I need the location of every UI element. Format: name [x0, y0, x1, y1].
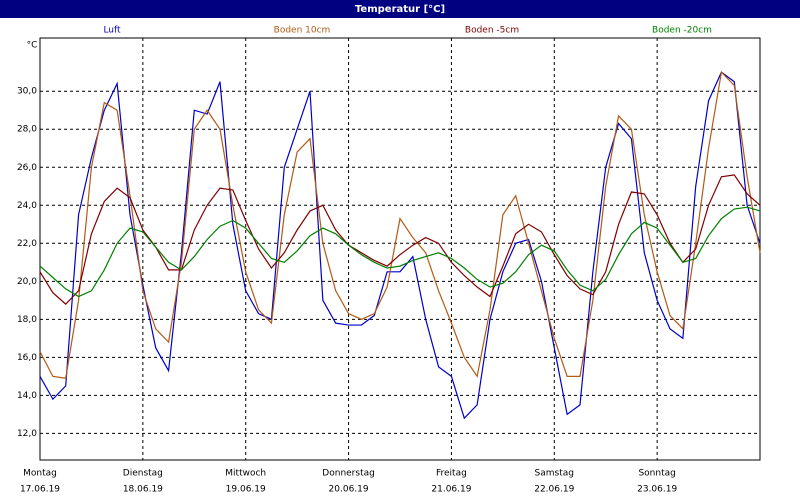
title-bar — [0, 0, 800, 18]
series-line — [39, 174, 761, 305]
legend-label: Boden -5cm — [465, 26, 519, 36]
x-tick-date: 19.06.19 — [226, 485, 266, 495]
y-tick-label: 18,0 — [17, 315, 37, 325]
y-tick-label: 22,0 — [17, 239, 37, 249]
x-tick-label: Dienstag — [123, 469, 163, 479]
y-tick-label: 24,0 — [17, 201, 37, 211]
x-tick-date: 20.06.19 — [329, 485, 369, 495]
legend-label: Luft — [103, 26, 121, 36]
y-tick-label: 16,0 — [17, 353, 37, 363]
x-tick-label: Montag — [23, 469, 57, 479]
x-tick-date: 17.06.19 — [20, 485, 60, 495]
x-tick-label: Sonntag — [638, 469, 675, 479]
x-tick-label: Donnerstag — [322, 469, 375, 479]
y-tick-label: 26,0 — [17, 163, 37, 173]
y-unit: °C — [27, 41, 38, 51]
y-tick-label: 12,0 — [17, 429, 37, 439]
y-tick-label: 14,0 — [17, 391, 37, 401]
y-tick-label: 20,0 — [17, 277, 37, 287]
plot-frame — [39, 37, 761, 461]
series-line — [39, 206, 761, 298]
series-line — [39, 71, 761, 420]
legend-label: Boden -20cm — [652, 26, 712, 36]
x-tick-date: 21.06.19 — [431, 485, 471, 495]
x-tick-label: Samstag — [535, 469, 574, 479]
x-tick-date: 23.06.19 — [637, 485, 677, 495]
series-line — [39, 70, 761, 379]
x-tick-date: 18.06.19 — [123, 485, 163, 495]
x-tick-label: Freitag — [436, 469, 467, 479]
chart-title: Temperatur [°C] — [355, 4, 445, 15]
x-tick-date: 22.06.19 — [534, 485, 574, 495]
x-tick-label: Mittwoch — [225, 469, 266, 479]
y-tick-label: 28,0 — [17, 125, 37, 135]
legend-label: Boden 10cm — [274, 26, 331, 36]
y-tick-label: 30,0 — [17, 87, 37, 97]
